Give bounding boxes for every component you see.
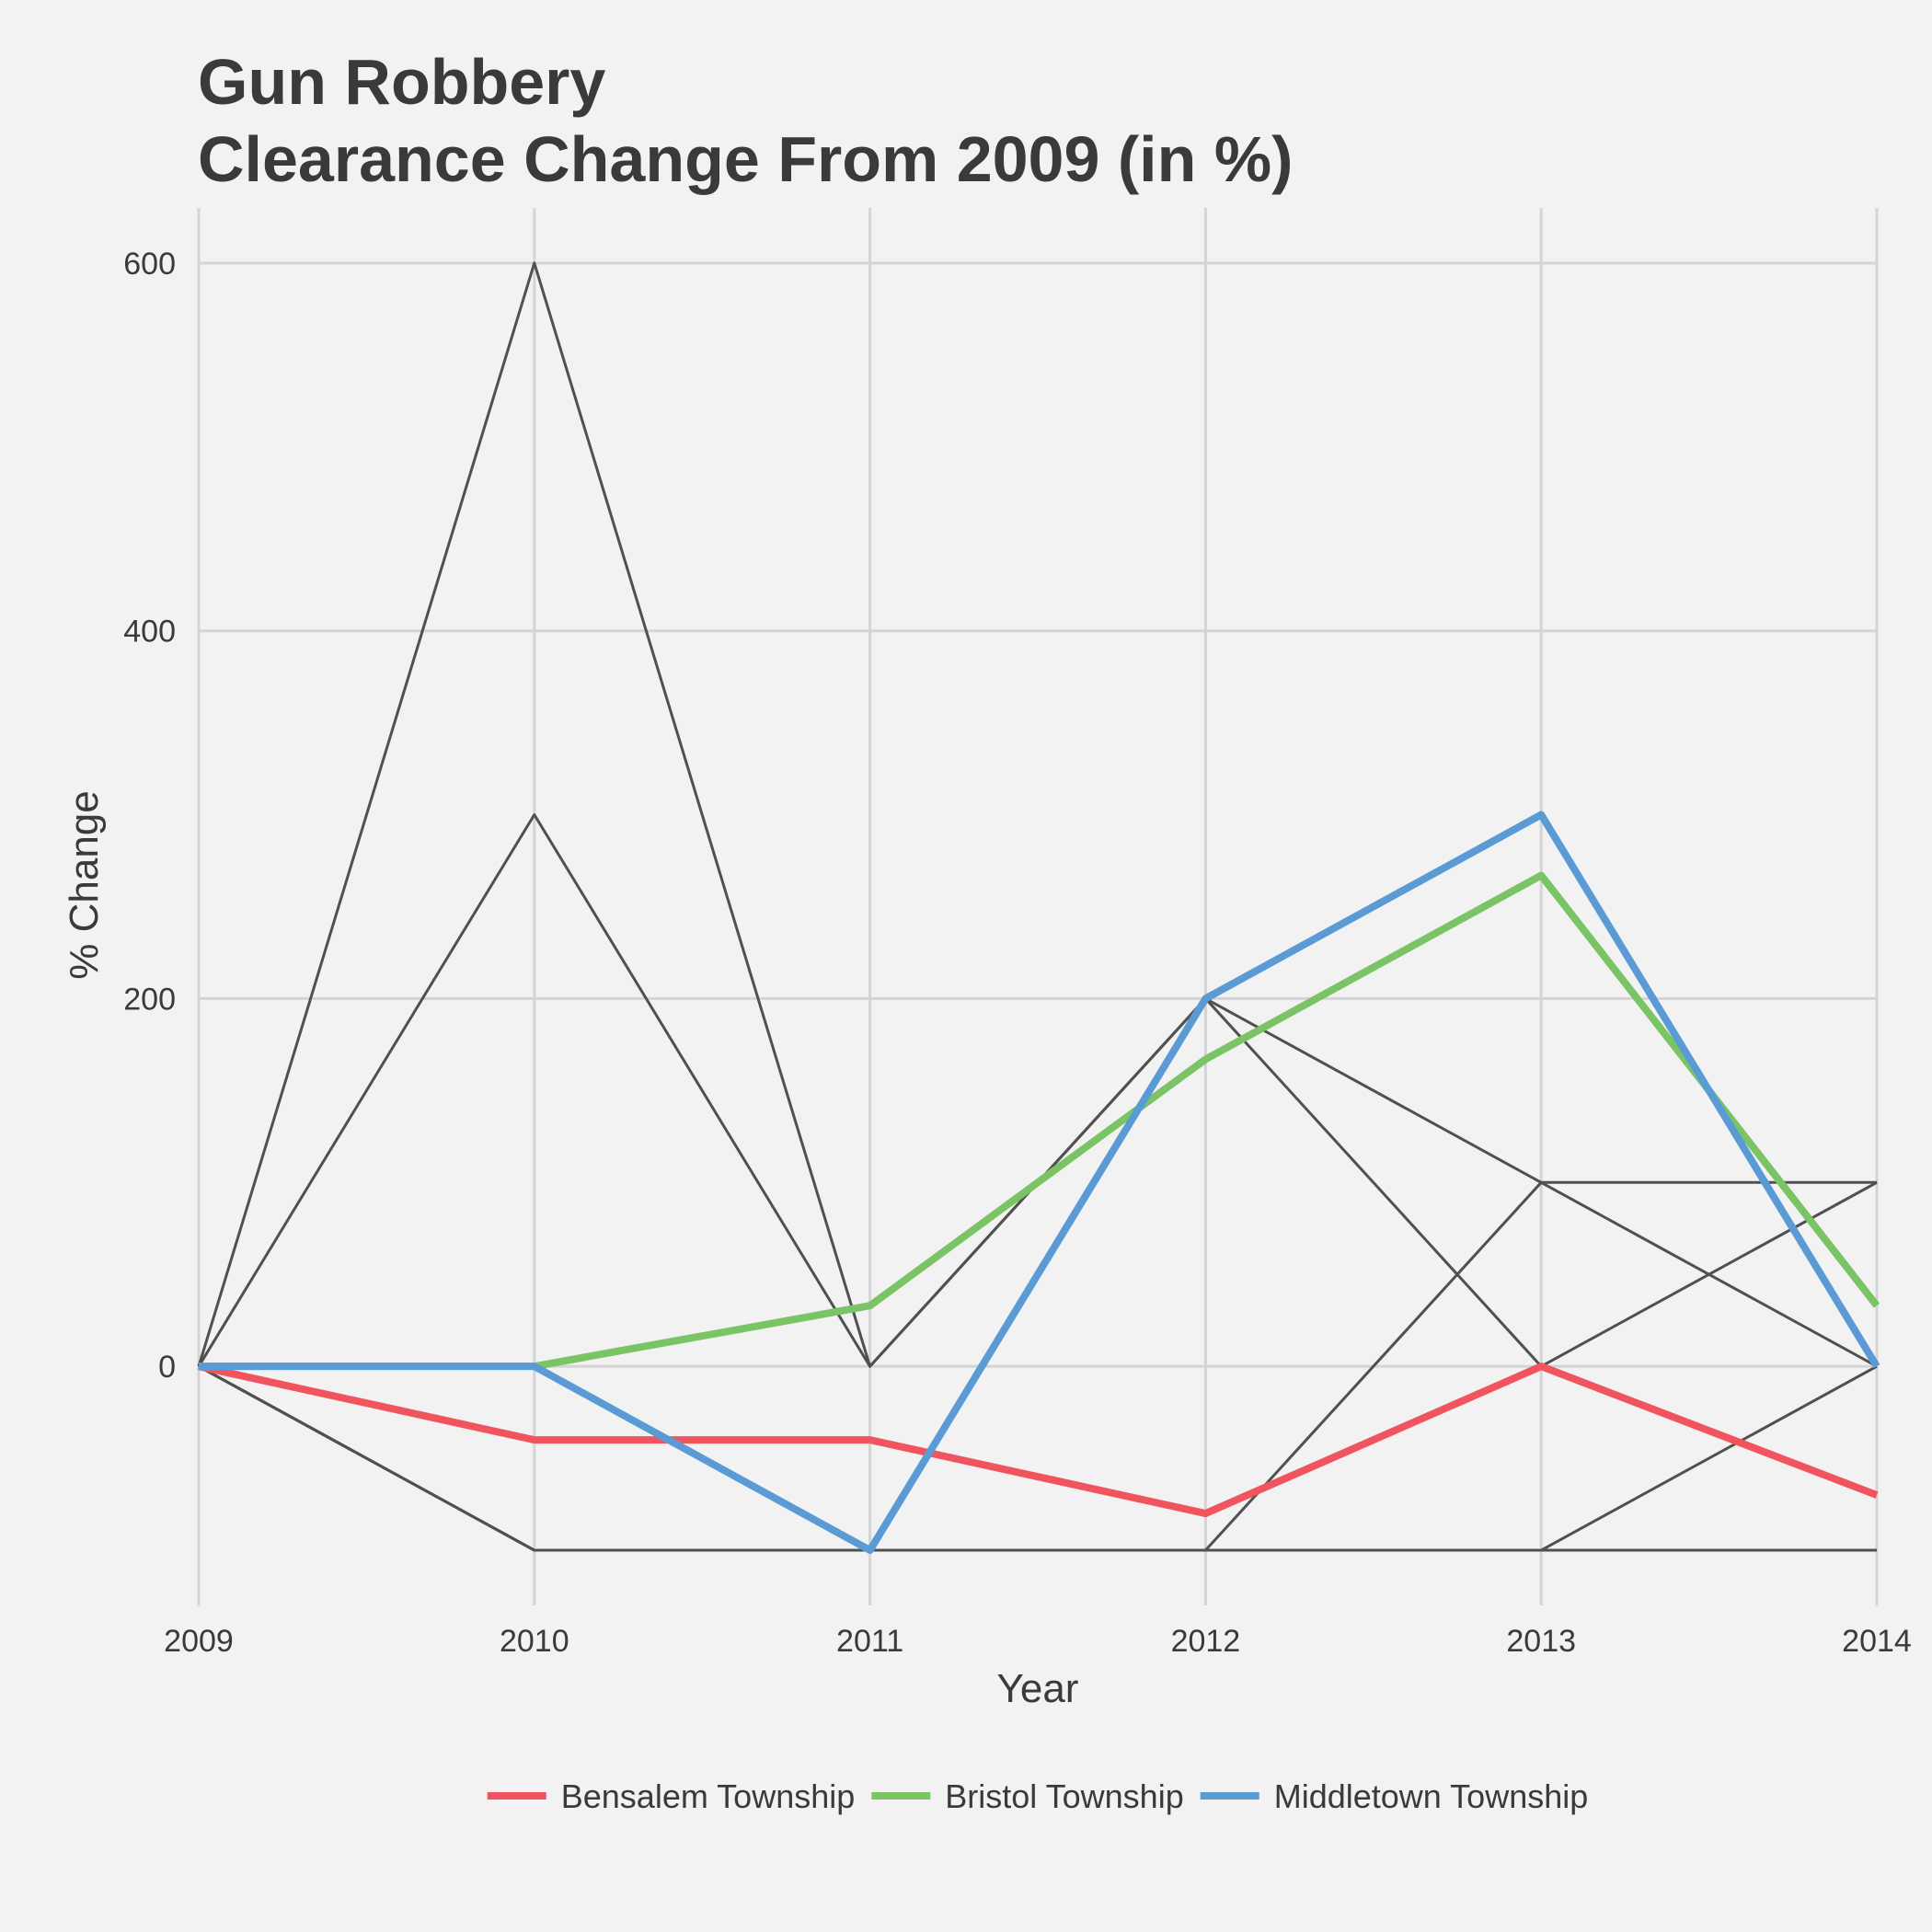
series-line-bensalem-township xyxy=(198,1363,1879,1518)
legend: Bensalem Township Bristol Township Middlet… xyxy=(487,1777,1589,1815)
y-tick-label: 200 xyxy=(123,982,176,1017)
x-tick-label: 2014 xyxy=(1842,1624,1912,1659)
x-tick-label: 2009 xyxy=(164,1624,234,1659)
series-line-middletown-township xyxy=(199,811,1880,1555)
chart-title-line-1: Gun Robbery xyxy=(198,46,605,118)
x-tick-label: 2012 xyxy=(1171,1624,1241,1659)
chart-title: Gun Robbery Clearance Change From 2009 (… xyxy=(198,46,1293,195)
background-series-group xyxy=(197,261,1878,1552)
x-tick-label: 2013 xyxy=(1506,1624,1576,1659)
legend-item: Middletown Township xyxy=(1200,1777,1589,1815)
background-series-line xyxy=(197,813,1878,1368)
x-tick-label: 2010 xyxy=(500,1624,569,1659)
background-series-line xyxy=(197,261,1878,1368)
background-series-line xyxy=(198,1364,1878,1552)
y-tick-label: 600 xyxy=(123,247,176,282)
x-axis-ticks: 2009 2010 2011 2012 2013 2014 xyxy=(164,1624,1912,1659)
x-tick-label: 2011 xyxy=(836,1624,903,1659)
grid xyxy=(197,208,1879,1605)
y-axis-title: % Change xyxy=(62,790,107,979)
legend-item: Bristol Township xyxy=(871,1777,1184,1815)
y-axis-ticks: 0 200 400 600 xyxy=(123,247,176,1385)
y-tick-label: 0 xyxy=(158,1350,176,1385)
legend-label: Middletown Township xyxy=(1274,1777,1589,1815)
legend-label: Bristol Township xyxy=(945,1777,1183,1815)
legend-label: Bensalem Township xyxy=(561,1777,856,1815)
y-tick-label: 400 xyxy=(123,615,176,650)
highlighted-series-group xyxy=(198,811,1880,1555)
legend-item: Bensalem Township xyxy=(487,1777,856,1815)
chart-title-line-2: Clearance Change From 2009 (in %) xyxy=(198,123,1293,195)
x-axis-title: Year xyxy=(997,1666,1079,1711)
background-series-line xyxy=(198,1364,1877,1552)
